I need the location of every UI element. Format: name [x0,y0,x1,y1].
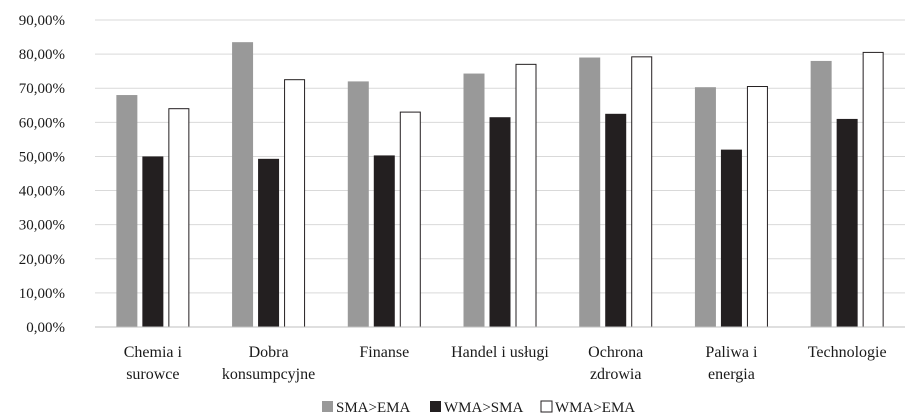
y-tick-label: 70,00% [19,81,65,97]
bar-wma-sma [373,155,395,327]
legend-swatch [430,401,441,412]
y-tick-label: 80,00% [19,47,65,63]
y-tick-label: 10,00% [19,286,65,302]
y-axis-ticks: 0,00% 10,00% 20,00% 30,00% 40,00% 50,00% 60,00… [19,13,65,336]
bar-wma-ema [515,63,537,328]
bar-wma-sma [836,118,858,327]
bar-sma-ema [694,87,716,328]
bar-sma-ema [347,81,369,328]
legend-label: WMA>EMA [555,400,635,416]
bar-wma-sma [142,156,164,327]
bar-wma-ema [862,51,884,328]
x-tick-label: zdrowia [590,366,642,383]
x-tick-label: konsumpcyjne [222,366,315,383]
bar-sma-ema [579,57,601,328]
legend-swatch [322,401,333,412]
x-axis-labels: Chemia i surowce Dobra konsumpcyjne Finanse H… [124,344,887,383]
legend-label: SMA>EMA [336,400,410,416]
legend-swatch [540,400,553,413]
bar-wma-sma [258,158,280,327]
bar-sma-ema [116,95,138,328]
bar-sma-ema [463,73,485,327]
bar-sma-ema [232,42,254,328]
y-tick-label: 50,00% [19,149,65,165]
y-tick-label: 20,00% [19,252,65,268]
x-tick-label: Finanse [359,344,409,361]
bar-sma-ema [810,60,832,327]
x-tick-label: Handel i usługi [451,344,549,361]
bar-wma-sma [605,113,627,327]
x-tick-label: energia [708,366,755,383]
bar-wma-sma [720,149,742,327]
y-tick-label: 0,00% [26,320,65,336]
y-tick-label: 60,00% [19,115,65,131]
bar-wma-ema [746,86,768,328]
x-tick-label: Chemia i [124,344,183,361]
y-tick-label: 40,00% [19,184,65,200]
bar-wma-ema [284,79,306,328]
bar-wma-ema [168,108,190,328]
x-tick-label: Ochrona [588,344,643,361]
bar-wma-ema [399,111,421,328]
y-tick-label: 90,00% [19,13,65,29]
x-tick-label: Dobra [249,344,289,361]
bar-wma-sma [489,117,511,327]
x-tick-label: Technologie [808,344,887,361]
legend-label: WMA>SMA [444,400,523,416]
y-tick-label: 30,00% [19,218,65,234]
x-tick-label: Paliwa i [705,344,758,361]
bar-wma-ema [631,56,653,328]
legend: SMA>EMA WMA>SMA WMA>EMA [322,400,635,416]
x-tick-label: surowce [126,366,179,383]
bars [116,42,884,328]
